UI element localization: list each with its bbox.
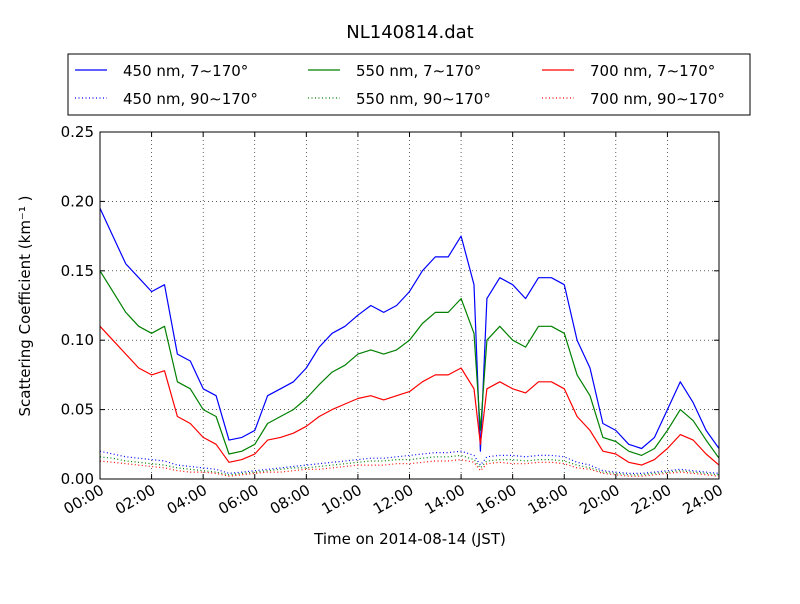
y-tick-label: 0.10 — [61, 331, 94, 349]
legend-label: 450 nm, 7∼170° — [123, 62, 248, 80]
legend: 450 nm, 7∼170° 450 nm, 90∼170° 550 nm, 7∼1… — [67, 53, 751, 116]
y-tick-label: 0.25 — [61, 123, 94, 141]
legend-label: 550 nm, 90∼170° — [356, 90, 491, 108]
series-line — [99, 270, 720, 459]
x-axis-label: Time on 2014-08-14 (JST) — [313, 530, 506, 548]
series-layer — [99, 208, 720, 477]
chart-title: NL140814.dat — [346, 22, 473, 43]
y-tick-label: 0.20 — [61, 192, 94, 210]
legend-label: 700 nm, 90∼170° — [590, 90, 725, 108]
y-tick-label: 0.15 — [61, 262, 94, 280]
y-axis-label: Scattering Coefficient (km⁻¹ ) — [16, 196, 34, 417]
series-line — [99, 325, 720, 466]
legend-label: 700 nm, 7∼170° — [590, 62, 715, 80]
y-tick-label: 0.05 — [61, 401, 94, 419]
y-tick-label: 0.00 — [61, 470, 94, 488]
legend-label: 450 nm, 90∼170° — [123, 90, 258, 108]
series-line — [99, 454, 720, 476]
legend-box — [67, 53, 751, 116]
series-line — [99, 208, 720, 452]
legend-label: 550 nm, 7∼170° — [356, 62, 481, 80]
series-line — [99, 450, 720, 474]
